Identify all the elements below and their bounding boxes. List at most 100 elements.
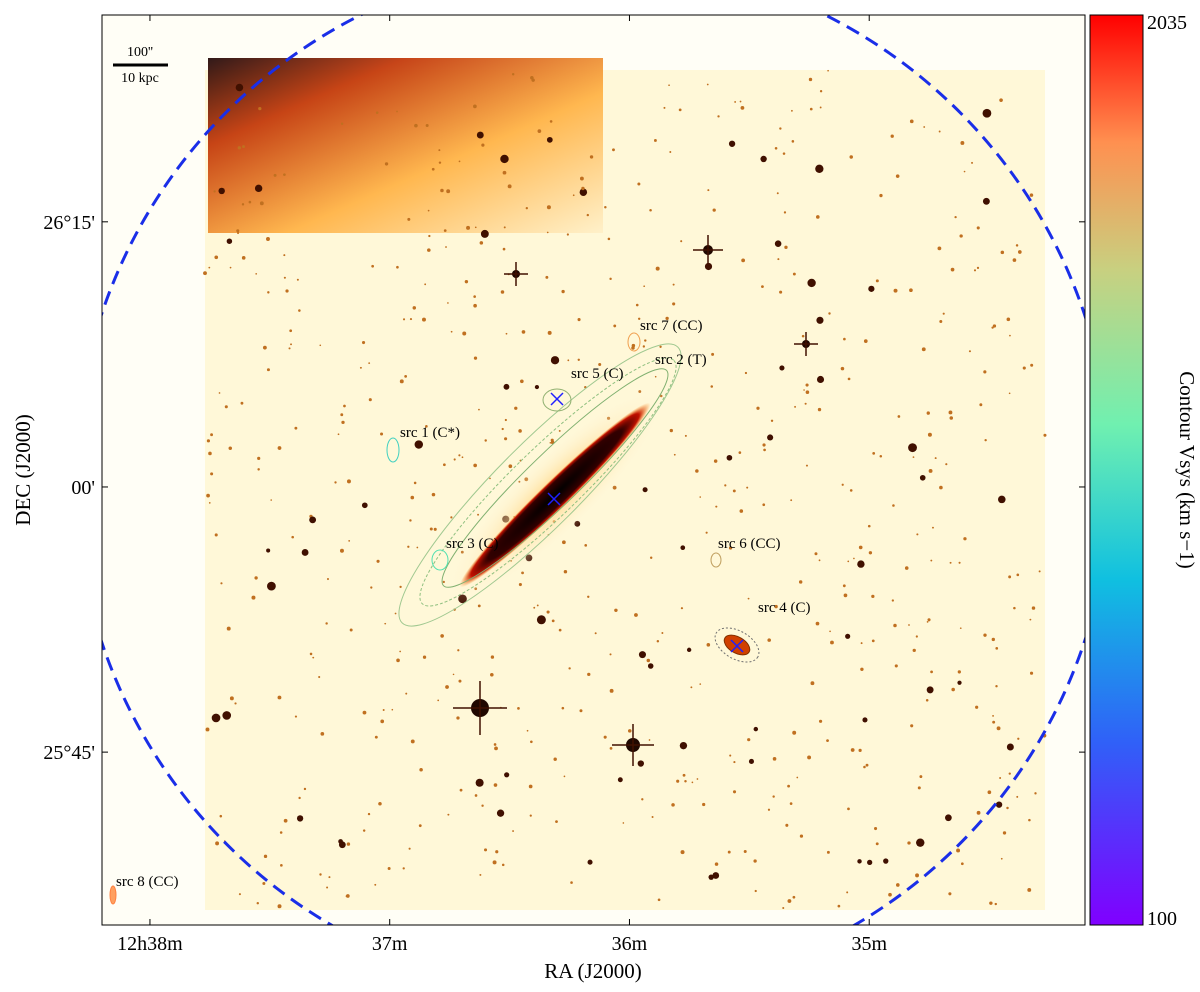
star bbox=[614, 608, 618, 613]
star bbox=[309, 516, 317, 524]
star bbox=[380, 432, 384, 436]
star bbox=[338, 839, 343, 844]
star bbox=[857, 859, 862, 864]
star bbox=[829, 630, 831, 633]
star bbox=[706, 83, 709, 86]
star bbox=[805, 464, 808, 467]
star bbox=[382, 709, 385, 712]
star bbox=[634, 613, 638, 617]
star bbox=[665, 316, 669, 321]
star bbox=[631, 346, 635, 350]
star bbox=[680, 607, 684, 610]
star bbox=[845, 633, 851, 639]
star bbox=[627, 729, 632, 733]
star bbox=[581, 186, 585, 191]
star bbox=[959, 234, 963, 238]
star bbox=[320, 731, 325, 736]
star bbox=[945, 463, 948, 466]
star bbox=[526, 729, 529, 732]
star bbox=[211, 713, 221, 723]
star bbox=[546, 231, 549, 234]
star bbox=[429, 527, 433, 531]
star bbox=[651, 815, 654, 818]
star bbox=[380, 719, 385, 724]
star bbox=[399, 585, 402, 589]
star bbox=[656, 640, 660, 643]
star bbox=[872, 452, 876, 455]
star bbox=[919, 474, 926, 481]
star bbox=[478, 408, 480, 411]
star bbox=[534, 384, 540, 390]
star bbox=[976, 266, 980, 270]
star bbox=[783, 211, 787, 214]
star bbox=[503, 383, 510, 390]
star bbox=[283, 818, 288, 823]
markers bbox=[547, 392, 744, 653]
star bbox=[1027, 888, 1032, 892]
star bbox=[309, 652, 313, 656]
star bbox=[273, 173, 277, 177]
star bbox=[1008, 575, 1012, 579]
star bbox=[867, 524, 871, 528]
star bbox=[672, 302, 676, 306]
star bbox=[236, 229, 240, 233]
star bbox=[445, 246, 447, 248]
star bbox=[915, 635, 918, 638]
star bbox=[686, 647, 692, 653]
star bbox=[277, 446, 282, 450]
star bbox=[558, 429, 561, 432]
source-label: src 2 (T) bbox=[655, 352, 707, 368]
star bbox=[427, 248, 431, 252]
star bbox=[785, 823, 789, 827]
star bbox=[847, 560, 850, 563]
star bbox=[987, 790, 992, 795]
star bbox=[927, 618, 931, 622]
star bbox=[868, 285, 875, 292]
star bbox=[863, 339, 868, 343]
star bbox=[635, 303, 639, 307]
star bbox=[254, 184, 263, 193]
star bbox=[776, 192, 779, 195]
star bbox=[240, 401, 244, 405]
star bbox=[767, 638, 771, 642]
star bbox=[438, 161, 442, 164]
star bbox=[362, 710, 367, 715]
star bbox=[713, 459, 718, 463]
star bbox=[325, 622, 328, 625]
star bbox=[982, 197, 990, 205]
star bbox=[956, 848, 961, 853]
star bbox=[346, 479, 351, 484]
y-axis-label: DEC (J2000) bbox=[11, 414, 35, 525]
star bbox=[976, 226, 980, 230]
star bbox=[1006, 806, 1009, 810]
star bbox=[414, 123, 418, 128]
star bbox=[512, 830, 514, 832]
star bbox=[279, 831, 283, 834]
star bbox=[732, 790, 737, 794]
star bbox=[561, 289, 565, 294]
star bbox=[1028, 818, 1031, 822]
star bbox=[971, 161, 974, 164]
star bbox=[283, 173, 286, 176]
star bbox=[874, 826, 878, 831]
star bbox=[447, 813, 450, 816]
star bbox=[657, 898, 661, 902]
star bbox=[934, 457, 937, 460]
x-axis-label: RA (J2000) bbox=[544, 959, 641, 983]
star bbox=[277, 904, 282, 909]
star bbox=[942, 312, 945, 315]
star bbox=[493, 783, 498, 787]
star bbox=[948, 892, 952, 896]
star bbox=[916, 533, 919, 536]
star bbox=[587, 672, 591, 677]
star bbox=[504, 437, 508, 441]
star bbox=[475, 778, 484, 787]
star bbox=[326, 578, 329, 581]
x-tick-label: 12h38m bbox=[117, 933, 183, 955]
star bbox=[747, 738, 751, 742]
x-tick-label: 36m bbox=[612, 933, 648, 955]
star bbox=[938, 130, 941, 133]
star bbox=[712, 208, 716, 212]
star bbox=[257, 468, 260, 471]
